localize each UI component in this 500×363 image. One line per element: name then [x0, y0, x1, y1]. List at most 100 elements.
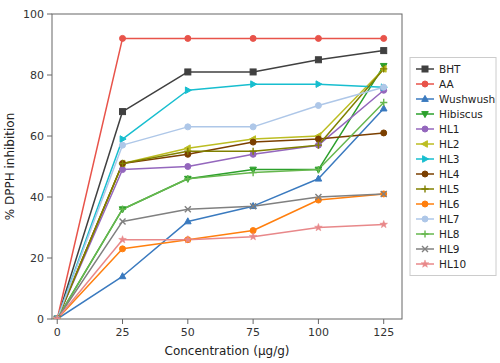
- data-point: [120, 167, 126, 173]
- data-point: [315, 194, 321, 200]
- legend-marker: [423, 156, 429, 163]
- data-point: [315, 136, 321, 142]
- data-point: [316, 81, 322, 88]
- data-point: [250, 203, 257, 209]
- legend-label: HL1: [439, 123, 459, 135]
- legend-marker: [422, 126, 428, 132]
- legend-marker: [421, 230, 428, 237]
- data-point: [315, 166, 322, 173]
- y-tick: [47, 14, 52, 15]
- data-point: [184, 175, 191, 182]
- data-point: [120, 35, 126, 41]
- legend-marker: [422, 66, 428, 72]
- data-point: [315, 175, 322, 181]
- data-point: [315, 103, 321, 109]
- series-line: [57, 102, 383, 319]
- data-point: [381, 130, 387, 136]
- data-point: [54, 315, 61, 319]
- legend-label: AA: [439, 78, 454, 90]
- y-tick: [47, 197, 52, 198]
- legend: BHTAAWushwushHibiscusHL1HL2HL3HL4HL5HL6H…: [410, 58, 496, 276]
- legend-label: BHT: [439, 63, 461, 75]
- series-line: [57, 224, 383, 319]
- series-line: [57, 109, 383, 319]
- legend-label: HL10: [439, 258, 466, 270]
- data-point: [250, 69, 256, 75]
- data-point: [119, 206, 126, 213]
- data-point: [315, 142, 321, 148]
- legend-label: HL7: [439, 213, 459, 225]
- y-tick-label: 0: [37, 313, 44, 326]
- x-tick: [187, 319, 188, 324]
- series-line: [57, 38, 383, 319]
- legend-label: Hibiscus: [439, 108, 483, 120]
- series-line: [57, 69, 383, 319]
- y-tick: [47, 75, 52, 76]
- y-tick: [47, 258, 52, 259]
- series-line: [57, 133, 383, 319]
- data-point: [315, 35, 321, 41]
- legend-marker: [422, 95, 429, 101]
- series-line: [57, 66, 383, 319]
- data-point: [381, 35, 387, 41]
- legend-marker: [421, 260, 429, 267]
- data-point: [250, 35, 256, 41]
- legend-marker: [421, 141, 427, 148]
- data-point: [185, 69, 191, 75]
- series-line: [57, 51, 383, 319]
- legend-label: HL5: [439, 183, 459, 195]
- data-point: [53, 315, 61, 319]
- legend-label: HL2: [439, 138, 459, 150]
- x-tick-label: 50: [181, 326, 195, 339]
- data-point: [120, 109, 126, 115]
- data-point: [120, 142, 126, 148]
- data-point: [250, 169, 257, 176]
- data-point: [185, 164, 191, 170]
- data-point: [380, 65, 387, 72]
- data-point: [315, 223, 323, 230]
- y-tick: [47, 319, 52, 320]
- legend-marker: [422, 81, 428, 87]
- legend-label: HL8: [439, 228, 459, 240]
- x-tick-label: 125: [373, 326, 394, 339]
- data-point: [381, 48, 387, 54]
- series-line: [57, 194, 383, 319]
- x-tick-label: 25: [116, 326, 130, 339]
- data-point: [184, 236, 192, 243]
- series-line: [57, 87, 383, 319]
- series-line: [57, 194, 383, 319]
- x-tick: [253, 319, 254, 324]
- legend-marker: [421, 185, 428, 192]
- y-axis-label: % DPPH inhibition: [3, 113, 17, 221]
- data-point: [249, 233, 257, 240]
- data-point: [315, 142, 322, 149]
- data-point: [185, 87, 191, 94]
- legend-label: HL6: [439, 198, 460, 210]
- legend-marker: [422, 216, 428, 222]
- x-tick-label: 75: [246, 326, 260, 339]
- data-point: [185, 35, 191, 41]
- x-tick: [318, 319, 319, 324]
- series-line: [57, 69, 383, 319]
- data-point: [120, 160, 126, 166]
- y-tick-label: 100: [23, 8, 44, 21]
- legend-label: HL4: [439, 168, 460, 180]
- data-point: [120, 246, 126, 252]
- y-tick: [47, 136, 52, 137]
- x-tick: [57, 319, 58, 324]
- data-point: [185, 218, 192, 224]
- data-point: [184, 148, 191, 155]
- data-point: [119, 236, 127, 243]
- data-point: [381, 191, 387, 197]
- data-point: [381, 84, 387, 90]
- x-axis-label: Concentration (μg/g): [165, 344, 290, 358]
- x-tick-label: 100: [308, 326, 329, 339]
- legend-box: [410, 58, 496, 276]
- data-point: [120, 218, 126, 224]
- plot-frame: [52, 14, 402, 319]
- data-point: [380, 220, 388, 227]
- series-line: [57, 90, 383, 319]
- data-point: [54, 315, 61, 319]
- x-tick: [122, 319, 123, 324]
- plot-area: [53, 35, 387, 319]
